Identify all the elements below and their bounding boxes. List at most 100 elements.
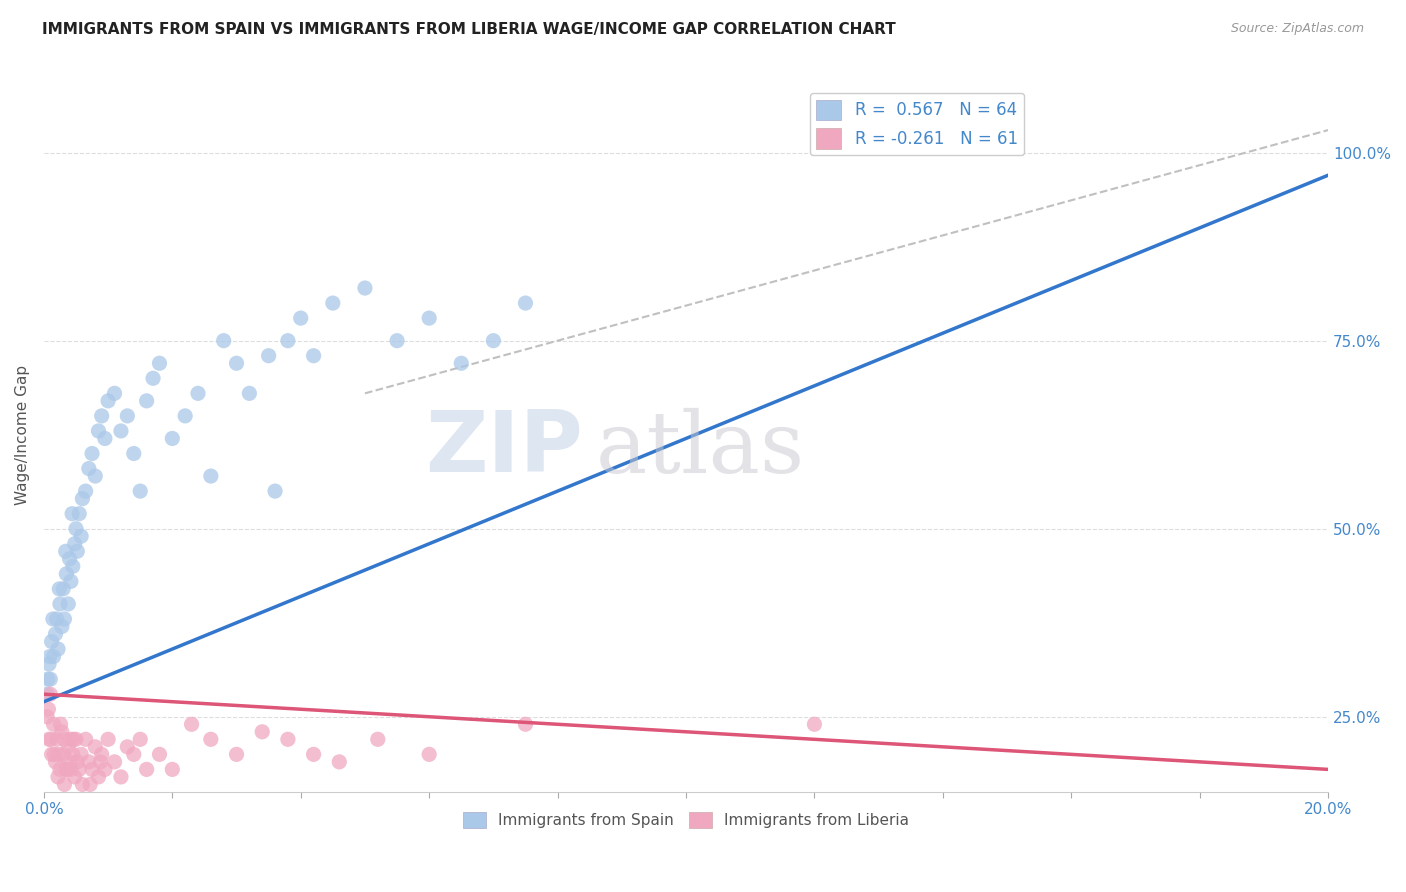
Point (58, 551, 80, 566)
Point (58, 755, 80, 769)
Point (53, 612, 76, 626)
Point (39, 687, 62, 701)
Legend: Immigrants from Spain, Immigrants from Liberia: Immigrants from Spain, Immigrants from L… (457, 806, 915, 834)
Point (67, 507, 90, 521)
Point (53, 732, 76, 747)
Point (200, 469, 222, 483)
Point (148, 747, 170, 762)
Point (80, 763, 103, 777)
Point (37, 672, 59, 686)
Point (55, 763, 77, 777)
Point (65, 522, 87, 536)
Point (41, 747, 63, 762)
Point (59, 574, 82, 589)
Point (53, 777, 76, 791)
Point (38, 649, 60, 664)
Point (238, 386, 260, 401)
Point (80, 446, 103, 460)
Point (110, 424, 132, 438)
Point (142, 371, 165, 385)
Point (162, 432, 184, 446)
Point (48, 582, 70, 596)
Point (56, 763, 79, 777)
Point (418, 747, 440, 762)
Point (45, 612, 67, 626)
Point (302, 349, 325, 363)
Point (66, 755, 89, 769)
Point (77, 461, 100, 475)
Point (135, 393, 157, 408)
Text: atlas: atlas (596, 408, 806, 491)
Point (46, 747, 69, 762)
Point (103, 386, 125, 401)
Point (49, 763, 72, 777)
Point (212, 334, 235, 348)
Point (94, 763, 117, 777)
Text: IMMIGRANTS FROM SPAIN VS IMMIGRANTS FROM LIBERIA WAGE/INCOME GAP CORRELATION CHA: IMMIGRANTS FROM SPAIN VS IMMIGRANTS FROM… (42, 22, 896, 37)
Point (44, 627, 66, 641)
Point (302, 747, 325, 762)
Point (75, 732, 97, 747)
Point (110, 770, 132, 784)
Point (90, 747, 112, 762)
Point (225, 747, 247, 762)
Point (65, 732, 87, 747)
Point (354, 281, 377, 295)
Point (49, 717, 72, 731)
Point (70, 529, 93, 543)
Text: ZIP: ZIP (426, 408, 583, 491)
Point (90, 409, 112, 423)
Point (135, 763, 157, 777)
Point (52, 747, 75, 762)
Point (62, 559, 84, 574)
Point (63, 537, 86, 551)
Point (264, 484, 287, 499)
Point (77, 755, 100, 769)
Point (49, 597, 72, 611)
Point (55, 544, 77, 558)
Point (79, 777, 101, 791)
Point (515, 717, 537, 731)
Point (59, 763, 82, 777)
Point (122, 446, 145, 460)
Point (103, 755, 125, 769)
Point (41, 634, 63, 648)
Point (52, 582, 75, 596)
Point (122, 747, 145, 762)
Point (84, 469, 107, 483)
Point (58, 597, 80, 611)
Point (60, 507, 83, 521)
Point (35, 687, 58, 701)
Point (63, 770, 86, 784)
Point (94, 432, 117, 446)
Point (162, 763, 184, 777)
Point (51, 619, 73, 633)
Point (84, 739, 107, 754)
Point (148, 356, 170, 370)
Point (225, 356, 247, 370)
Point (38, 732, 60, 747)
Point (89, 755, 111, 769)
Point (87, 770, 110, 784)
Point (42, 612, 65, 626)
Point (290, 311, 312, 326)
Point (55, 566, 77, 581)
Point (180, 717, 202, 731)
Point (117, 409, 139, 423)
Point (59, 732, 82, 747)
Point (72, 491, 94, 506)
Y-axis label: Wage/Income Gap: Wage/Income Gap (15, 365, 30, 505)
Point (277, 732, 299, 747)
Point (129, 484, 152, 499)
Point (322, 296, 344, 310)
Point (97, 732, 120, 747)
Point (39, 672, 62, 686)
Point (117, 739, 139, 754)
Point (45, 732, 67, 747)
Point (37, 702, 59, 716)
Point (67, 763, 90, 777)
Point (200, 732, 222, 747)
Point (44, 747, 66, 762)
Point (66, 544, 89, 558)
Point (75, 484, 97, 499)
